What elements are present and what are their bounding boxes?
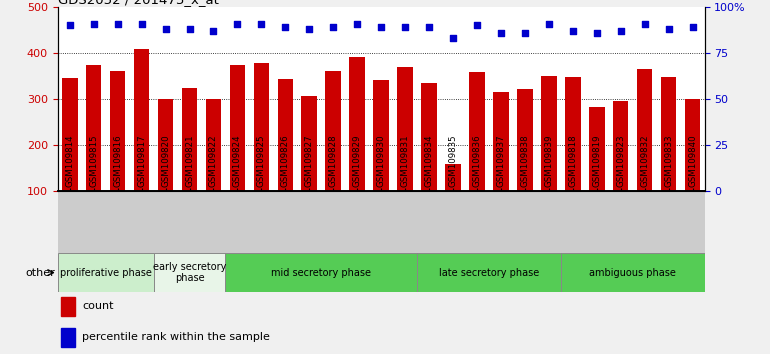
Point (591, 30, 603, 36)
Bar (685, 99, 701, 191)
Text: early secretory
phase: early secretory phase (152, 262, 226, 284)
Bar (61, 297, 75, 316)
Point (686, 24, 698, 30)
Bar (110, 70, 126, 191)
Point (280, 24, 292, 30)
Point (519, 30, 531, 36)
Bar (493, 92, 509, 191)
Point (136, 21, 148, 27)
Bar (445, 164, 460, 191)
Point (351, 21, 363, 27)
Point (447, 35, 459, 41)
Bar (637, 69, 652, 191)
Point (614, 28, 627, 34)
Text: mid secretory phase: mid secretory phase (271, 268, 371, 278)
Bar (589, 107, 604, 191)
Bar (158, 99, 173, 191)
Text: count: count (82, 301, 114, 311)
Point (303, 26, 316, 32)
Point (543, 21, 555, 27)
Bar (350, 57, 365, 191)
Point (567, 28, 579, 34)
Point (255, 21, 267, 27)
Point (64, 23, 76, 28)
Point (112, 21, 124, 27)
Point (638, 21, 651, 27)
Bar (541, 76, 557, 191)
Bar (421, 84, 437, 191)
Point (327, 24, 340, 30)
Point (399, 24, 411, 30)
Point (423, 24, 435, 30)
Bar (277, 79, 293, 191)
Bar (182, 88, 197, 191)
Point (495, 30, 507, 36)
Bar (417, 253, 561, 292)
Bar (613, 101, 628, 191)
Bar (86, 64, 102, 191)
Bar (373, 80, 389, 191)
Bar (226, 253, 417, 292)
Text: late secretory phase: late secretory phase (439, 268, 539, 278)
Bar (302, 96, 317, 191)
Bar (206, 99, 221, 191)
Point (375, 24, 387, 30)
Point (231, 21, 243, 27)
Bar (61, 328, 75, 347)
Bar (565, 77, 581, 191)
Bar (229, 64, 245, 191)
Point (159, 26, 172, 32)
Text: proliferative phase: proliferative phase (60, 268, 152, 278)
Bar (517, 88, 533, 191)
Bar (253, 63, 270, 191)
Bar (326, 70, 341, 191)
Text: percentile rank within the sample: percentile rank within the sample (82, 332, 270, 342)
Text: ambiguous phase: ambiguous phase (589, 268, 676, 278)
Point (88, 21, 100, 27)
Bar (397, 67, 413, 191)
Point (470, 23, 483, 28)
Point (183, 26, 196, 32)
Text: GDS2052 / 201475_x_at: GDS2052 / 201475_x_at (58, 0, 219, 6)
Bar (153, 253, 226, 292)
Bar (561, 253, 705, 292)
Bar (661, 77, 676, 191)
Bar (134, 50, 149, 191)
Text: other: other (25, 268, 55, 278)
Bar (62, 79, 78, 191)
Point (207, 28, 219, 34)
Bar (58, 253, 153, 292)
Point (662, 26, 675, 32)
Bar (469, 72, 485, 191)
